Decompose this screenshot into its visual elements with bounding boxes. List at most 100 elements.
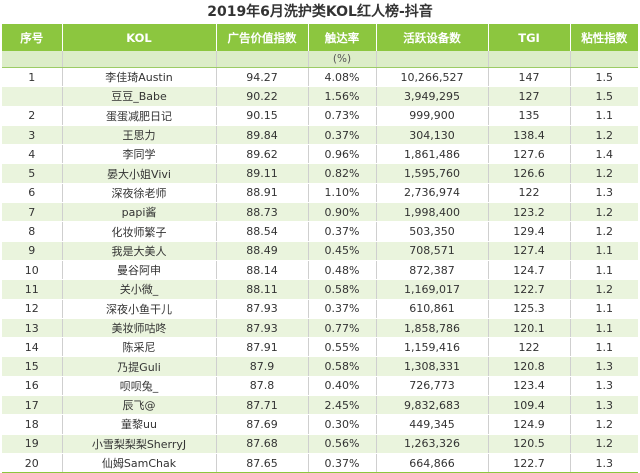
kol-name-cell: 童黎uu bbox=[62, 414, 217, 435]
reach-rate-cell: 0.55% bbox=[308, 337, 377, 358]
stickiness-index-cell: 1.2 bbox=[570, 202, 638, 223]
rank-cell: 20 bbox=[2, 453, 63, 473]
active-devices-cell: 872,387 bbox=[376, 260, 489, 281]
tgi-cell: 109.4 bbox=[488, 395, 571, 416]
reach-rate-cell: 2.45% bbox=[308, 395, 377, 416]
stickiness-index-cell: 1.3 bbox=[570, 356, 638, 377]
ad-value-index-cell: 87.65 bbox=[216, 453, 309, 473]
active-devices-cell: 664,866 bbox=[376, 453, 489, 473]
active-devices-cell: 1,169,017 bbox=[376, 279, 489, 300]
ad-value-index-cell: 90.22 bbox=[216, 86, 309, 107]
kol-name-cell: 关小微_ bbox=[62, 279, 217, 300]
ad-value-index-cell: 87.9 bbox=[216, 356, 309, 377]
active-devices-cell: 999,900 bbox=[376, 106, 489, 126]
tgi-cell: 122.7 bbox=[488, 453, 571, 473]
table-row: 19 小雪梨梨梨SherryJ 87.68 0.56% 1,263,326 120.5 1.… bbox=[2, 434, 638, 454]
stickiness-index-cell: 1.2 bbox=[570, 125, 638, 146]
ad-value-index-cell: 87.93 bbox=[216, 299, 309, 319]
reach-rate-cell: 0.48% bbox=[308, 260, 377, 281]
reach-rate-cell: 1.56% bbox=[308, 86, 377, 107]
rank-cell: 16 bbox=[2, 376, 63, 397]
kol-name-cell: 深夜徐老师 bbox=[62, 183, 217, 204]
kol-name-cell: 我是大美人 bbox=[62, 241, 217, 261]
reach-rate-cell: 0.37% bbox=[308, 453, 377, 473]
rank-cell: 13 bbox=[2, 318, 63, 339]
table-row: 9 我是大美人 88.49 0.45% 708,571 127.4 1.1 bbox=[2, 241, 638, 261]
kol-name-cell: 辰飞@ bbox=[62, 395, 217, 416]
stickiness-index-cell: 1.2 bbox=[570, 434, 638, 454]
stickiness-index-cell: 1.2 bbox=[570, 414, 638, 435]
rank-cell: 1 bbox=[2, 67, 63, 88]
tgi-cell: 129.4 bbox=[488, 221, 571, 242]
kol-name-cell: 呗呗兔_ bbox=[62, 376, 217, 397]
column-header-rank: 序号 bbox=[2, 24, 63, 51]
active-devices-cell: 1,595,760 bbox=[376, 163, 489, 184]
tgi-cell: 122.7 bbox=[488, 279, 571, 300]
table-row: 16 呗呗兔_ 87.8 0.40% 726,773 123.4 1.3 bbox=[2, 376, 638, 397]
reach-rate-cell: 0.37% bbox=[308, 221, 377, 242]
rank-cell: 12 bbox=[2, 299, 63, 319]
reach-rate-cell: 0.45% bbox=[308, 241, 377, 261]
ad-value-index-cell: 89.84 bbox=[216, 125, 309, 146]
page-title: 2019年6月洗护类KOL红人榜-抖音 bbox=[207, 4, 433, 20]
tgi-cell: 147 bbox=[488, 67, 571, 88]
tgi-cell: 124.7 bbox=[488, 260, 571, 281]
ad-value-index-cell: 87.68 bbox=[216, 434, 309, 454]
active-devices-cell: 726,773 bbox=[376, 376, 489, 397]
stickiness-index-cell: 1.1 bbox=[570, 337, 638, 358]
ad-value-index-cell: 87.8 bbox=[216, 376, 309, 397]
reach-rate-cell: 0.96% bbox=[308, 144, 377, 165]
active-devices-cell: 610,861 bbox=[376, 299, 489, 319]
ad-value-index-cell: 89.62 bbox=[216, 144, 309, 165]
reach-rate-cell: 0.37% bbox=[308, 299, 377, 319]
kol-name-cell: 李同学 bbox=[62, 144, 217, 165]
table-row: 5 晏大小姐Vivi 89.11 0.82% 1,595,760 126.6 1.2 bbox=[2, 163, 638, 184]
rank-cell: 18 bbox=[2, 414, 63, 435]
table-row: 11 关小微_ 88.11 0.58% 1,169,017 122.7 1.2 bbox=[2, 279, 638, 300]
ad-value-index-cell: 88.91 bbox=[216, 183, 309, 204]
tgi-cell: 125.3 bbox=[488, 299, 571, 319]
stickiness-index-cell: 1.1 bbox=[570, 299, 638, 319]
active-devices-cell: 1,308,331 bbox=[376, 356, 489, 377]
kol-name-cell: 仙姆SamChak bbox=[62, 453, 217, 473]
tgi-cell: 135 bbox=[488, 106, 571, 126]
tgi-cell: 120.8 bbox=[488, 356, 571, 377]
ad-value-index-cell: 87.71 bbox=[216, 395, 309, 416]
rank-cell: 17 bbox=[2, 395, 63, 416]
rank-cell: 6 bbox=[2, 183, 63, 204]
unit-cell bbox=[570, 51, 638, 68]
ad-value-index-cell: 88.73 bbox=[216, 202, 309, 223]
unit-cell bbox=[488, 51, 571, 68]
ad-value-index-cell: 87.93 bbox=[216, 318, 309, 339]
tgi-cell: 138.4 bbox=[488, 125, 571, 146]
table-header-row: 序号 KOL 广告价值指数 触达率 活跃设备数 TGI 粘性指数 bbox=[2, 24, 638, 51]
table-row: 4 李同学 89.62 0.96% 1,861,486 127.6 1.4 bbox=[2, 144, 638, 165]
table-row: 8 化妆师繁子 88.54 0.37% 503,350 129.4 1.2 bbox=[2, 221, 638, 242]
stickiness-index-cell: 1.1 bbox=[570, 106, 638, 126]
rank-cell: 2 bbox=[2, 106, 63, 126]
tgi-cell: 120.1 bbox=[488, 318, 571, 339]
tgi-cell: 122 bbox=[488, 337, 571, 358]
table-row: 15 乃提Guli 87.9 0.58% 1,308,331 120.8 1.3 bbox=[2, 356, 638, 377]
table-row: 17 辰飞@ 87.71 2.45% 9,832,683 109.4 1.3 bbox=[2, 395, 638, 416]
reach-rate-cell: 0.56% bbox=[308, 434, 377, 454]
table-row: 20 仙姆SamChak 87.65 0.37% 664,866 122.7 1.3 bbox=[2, 453, 638, 473]
kol-name-cell: 王思力 bbox=[62, 125, 217, 146]
table-row: 3 王思力 89.84 0.37% 304,130 138.4 1.2 bbox=[2, 125, 638, 146]
reach-rate-cell: 4.08% bbox=[308, 67, 377, 88]
column-header-kol: KOL bbox=[62, 24, 217, 51]
kol-name-cell: 小雪梨梨梨SherryJ bbox=[62, 434, 217, 454]
stickiness-index-cell: 1.2 bbox=[570, 163, 638, 184]
tgi-cell: 124.9 bbox=[488, 414, 571, 435]
table-row: 12 深夜小鱼干儿 87.93 0.37% 610,861 125.3 1.1 bbox=[2, 299, 638, 319]
rank-cell: 7 bbox=[2, 202, 63, 223]
active-devices-cell: 304,130 bbox=[376, 125, 489, 146]
active-devices-cell: 3,949,295 bbox=[376, 86, 489, 107]
stickiness-index-cell: 1.3 bbox=[570, 376, 638, 397]
table-row: 7 papi酱 88.73 0.90% 1,998,400 123.2 1.2 bbox=[2, 202, 638, 223]
stickiness-index-cell: 1.5 bbox=[570, 67, 638, 88]
stickiness-index-cell: 1.1 bbox=[570, 241, 638, 261]
rank-cell: 3 bbox=[2, 125, 63, 146]
column-header-active-devices: 活跃设备数 bbox=[376, 24, 489, 51]
rank-cell: 4 bbox=[2, 144, 63, 165]
